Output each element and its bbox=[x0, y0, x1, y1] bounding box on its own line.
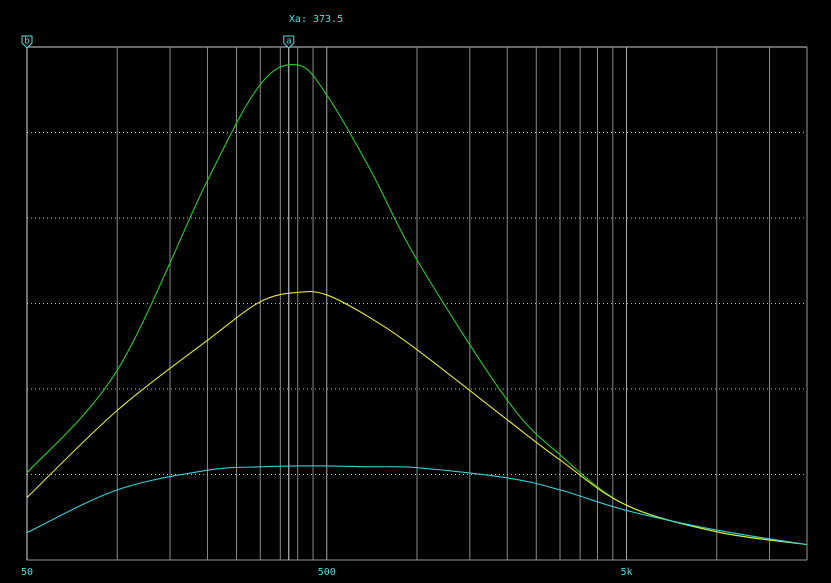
x-tick-label: 5k bbox=[621, 567, 633, 578]
marker-readout: Xa: 373.5 bbox=[289, 14, 343, 25]
x-tick-label: 50 bbox=[21, 567, 33, 578]
marker-label: a bbox=[286, 37, 291, 47]
marker-label: b bbox=[24, 37, 29, 47]
curve bbox=[26, 465, 808, 546]
curve bbox=[26, 291, 808, 546]
x-tick-label: 500 bbox=[318, 567, 336, 578]
marker-tag bbox=[283, 35, 295, 49]
marker-tag bbox=[21, 35, 33, 49]
